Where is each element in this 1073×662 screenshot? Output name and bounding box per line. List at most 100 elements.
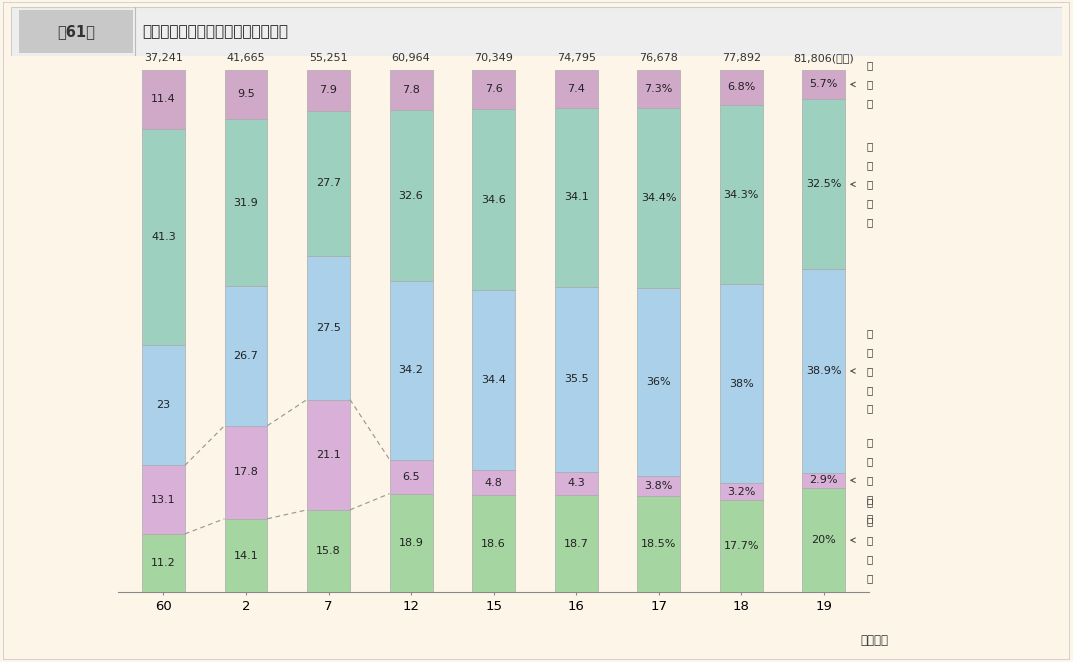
Bar xyxy=(803,269,846,473)
Text: 34.2: 34.2 xyxy=(398,365,424,375)
Bar xyxy=(389,494,432,592)
Text: 38.9%: 38.9% xyxy=(806,366,841,376)
Text: 34.4%: 34.4% xyxy=(641,193,676,203)
Text: 70,349: 70,349 xyxy=(474,53,513,64)
Text: 童: 童 xyxy=(867,347,873,357)
Bar xyxy=(720,500,763,592)
Text: 会: 会 xyxy=(867,516,873,526)
Text: 18.6: 18.6 xyxy=(481,539,506,549)
Bar xyxy=(142,534,185,592)
Bar xyxy=(720,70,763,105)
Bar xyxy=(224,70,267,119)
Text: 生: 生 xyxy=(867,142,873,152)
Text: 35.5: 35.5 xyxy=(563,375,588,385)
Text: 7.3%: 7.3% xyxy=(645,83,673,93)
Bar xyxy=(389,281,432,459)
Bar xyxy=(472,495,515,592)
Text: 祉: 祉 xyxy=(867,494,873,504)
Text: 21.1: 21.1 xyxy=(317,449,341,459)
Text: 34.6: 34.6 xyxy=(481,195,506,205)
Text: 81,806(億円): 81,806(億円) xyxy=(793,53,854,64)
Text: 60,964: 60,964 xyxy=(392,53,430,64)
Text: 活: 活 xyxy=(867,160,873,171)
Text: 26.7: 26.7 xyxy=(234,351,259,361)
Text: 15.8: 15.8 xyxy=(317,546,341,556)
Bar xyxy=(389,459,432,494)
Text: 他: 他 xyxy=(867,98,873,109)
Text: 18.9: 18.9 xyxy=(398,538,424,548)
Bar xyxy=(637,496,680,592)
Bar xyxy=(224,119,267,286)
Bar xyxy=(142,465,185,534)
Bar xyxy=(19,10,133,53)
Text: （年度）: （年度） xyxy=(861,634,888,647)
Text: 7.6: 7.6 xyxy=(485,84,502,95)
Text: 18.7: 18.7 xyxy=(563,539,589,549)
Text: 3.8%: 3.8% xyxy=(645,481,673,491)
Bar xyxy=(142,345,185,465)
Bar xyxy=(720,285,763,483)
Text: 32.6: 32.6 xyxy=(399,191,424,201)
Text: 老: 老 xyxy=(867,438,873,448)
Text: 31.9: 31.9 xyxy=(234,198,259,208)
Bar xyxy=(224,286,267,426)
Text: 74,795: 74,795 xyxy=(557,53,596,64)
Bar xyxy=(803,99,846,269)
Text: 4.8: 4.8 xyxy=(485,478,502,488)
Text: 36%: 36% xyxy=(646,377,671,387)
Text: 福: 福 xyxy=(867,366,873,376)
Text: 34.4: 34.4 xyxy=(481,375,506,385)
Bar xyxy=(224,519,267,592)
Bar xyxy=(472,290,515,470)
Bar xyxy=(637,476,680,496)
Bar xyxy=(389,70,432,111)
Text: 費: 費 xyxy=(867,513,873,523)
Bar xyxy=(720,105,763,285)
Text: 扶助費の目的別内訳の構成比の推移: 扶助費の目的別内訳の構成比の推移 xyxy=(142,24,289,39)
Bar xyxy=(472,70,515,109)
Text: 11.4: 11.4 xyxy=(151,94,176,105)
Bar xyxy=(307,70,350,111)
Text: 32.5%: 32.5% xyxy=(806,179,841,189)
Text: 費: 費 xyxy=(867,573,873,583)
Text: 福: 福 xyxy=(867,535,873,545)
Text: 77,892: 77,892 xyxy=(722,53,761,64)
Text: 27.5: 27.5 xyxy=(317,322,341,332)
Bar xyxy=(637,108,680,287)
Bar xyxy=(389,111,432,281)
Text: 14.1: 14.1 xyxy=(234,551,259,561)
Text: 27.7: 27.7 xyxy=(317,178,341,188)
Text: 5.7%: 5.7% xyxy=(809,79,838,89)
Text: 祉: 祉 xyxy=(867,385,873,395)
Bar xyxy=(637,287,680,476)
Bar xyxy=(472,470,515,495)
Bar xyxy=(803,70,846,99)
Text: 児: 児 xyxy=(867,328,873,338)
Text: 37,241: 37,241 xyxy=(144,53,182,64)
Text: 23: 23 xyxy=(157,401,171,410)
Text: 7.8: 7.8 xyxy=(402,85,420,95)
Text: 20%: 20% xyxy=(811,535,836,545)
Bar xyxy=(142,70,185,129)
Bar xyxy=(307,111,350,256)
Bar xyxy=(142,129,185,345)
Bar xyxy=(803,473,846,488)
Bar xyxy=(637,70,680,108)
Bar xyxy=(555,70,598,108)
Text: 費: 費 xyxy=(867,404,873,414)
Bar xyxy=(307,399,350,510)
Text: 3.2%: 3.2% xyxy=(727,487,755,496)
Text: 保: 保 xyxy=(867,179,873,189)
Text: 4.3: 4.3 xyxy=(568,479,585,489)
Text: 17.8: 17.8 xyxy=(234,467,259,477)
Bar xyxy=(555,472,598,495)
Bar xyxy=(555,108,598,287)
Text: の: の xyxy=(867,79,873,89)
Text: 祉: 祉 xyxy=(867,554,873,564)
Bar xyxy=(307,256,350,399)
Bar xyxy=(720,483,763,500)
Text: 76,678: 76,678 xyxy=(640,53,678,64)
Text: 17.7%: 17.7% xyxy=(723,542,759,551)
Text: 第61図: 第61図 xyxy=(57,24,94,39)
Text: 6.5: 6.5 xyxy=(402,471,420,482)
